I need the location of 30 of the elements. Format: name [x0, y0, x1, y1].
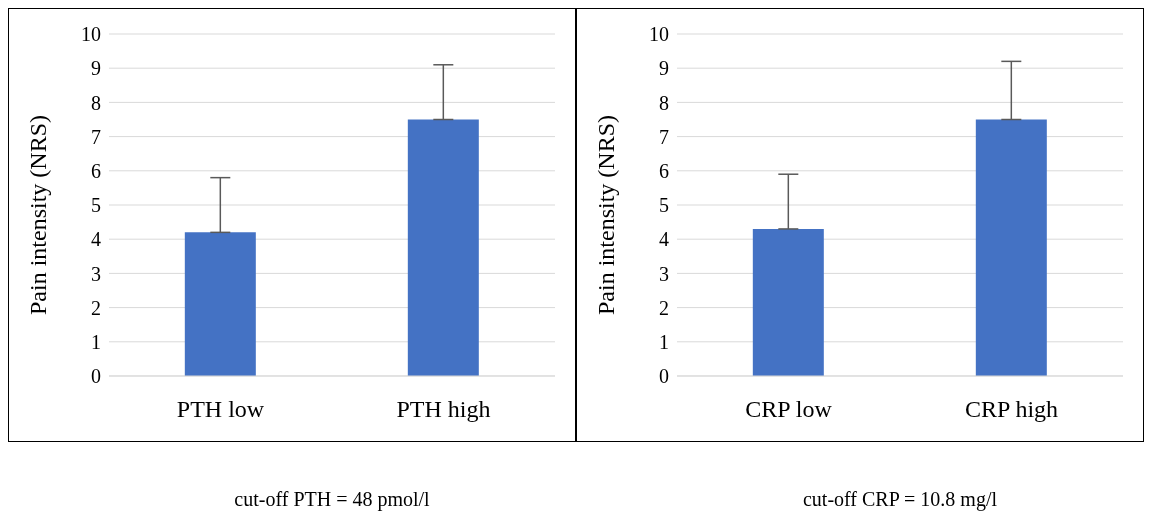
text: cut-off PTH = 48 pmol/l	[233, 488, 431, 511]
y-tick-label: 4	[91, 228, 101, 251]
y-tick-label: 1	[659, 330, 669, 353]
y-axis-title: Pain intensity (NRS)	[24, 114, 51, 315]
y-tick-label: 0	[659, 365, 669, 388]
y-tick-label: 10	[81, 23, 101, 46]
y-tick-label: 2	[659, 296, 669, 319]
x-tick-label: CRP high	[964, 396, 1059, 423]
y-tick-label: 1	[91, 330, 101, 353]
y-tick-label: 5	[91, 194, 101, 217]
y-tick-label: 0	[91, 365, 101, 388]
text: cut-off CRP = 10.8 mg/l	[801, 488, 999, 511]
y-tick-label: 4	[659, 228, 669, 251]
y-tick-label: 5	[659, 194, 669, 217]
y-tick-label: 3	[659, 262, 669, 285]
y-tick-label: 7	[91, 125, 101, 148]
y-tick-label: 3	[91, 262, 101, 285]
y-tick-label: 8	[659, 91, 669, 114]
x-tick-label: CRP low	[745, 396, 833, 423]
y-tick-label: 9	[659, 57, 669, 80]
y-tick-label: 6	[91, 159, 101, 182]
x-tick-label: PTH high	[396, 396, 491, 423]
y-tick-label: 10	[649, 23, 669, 46]
y-tick-label: 7	[659, 125, 669, 148]
y-tick-label: 6	[659, 159, 669, 182]
y-tick-label: 8	[91, 91, 101, 114]
x-tick-label: PTH low	[176, 396, 265, 423]
y-tick-label: 2	[91, 296, 101, 319]
y-tick-label: 9	[91, 57, 101, 80]
y-axis-title: Pain intensity (NRS)	[592, 114, 619, 315]
